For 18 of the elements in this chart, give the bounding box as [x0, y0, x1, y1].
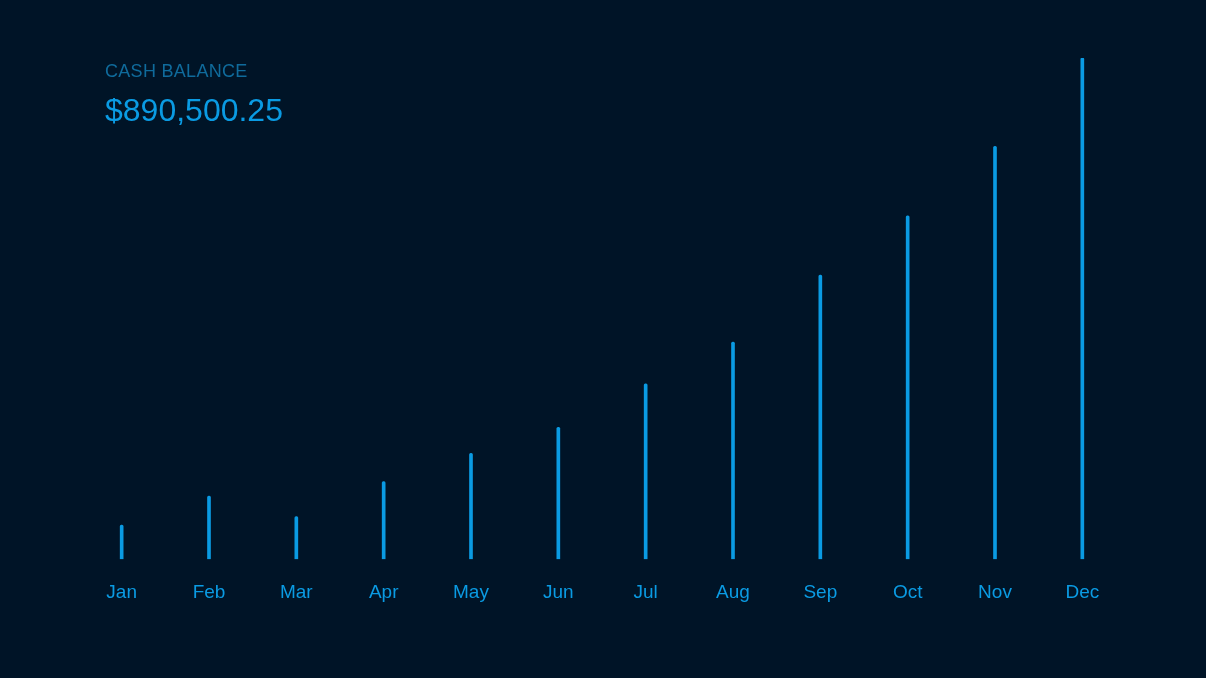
x-tick-label: Jun [543, 580, 574, 602]
x-tick-label: Sep [803, 580, 838, 602]
x-tick-label: May [453, 580, 490, 602]
x-tick-label: Mar [279, 580, 314, 602]
x-tick-label: Jan [106, 580, 137, 602]
x-tick-label: Feb [192, 580, 226, 602]
bar [469, 453, 473, 560]
chart-title: CASH BALANCE [105, 61, 248, 82]
bar [207, 495, 211, 560]
x-tick-label: Aug [716, 580, 750, 602]
x-tick-label: Apr [368, 580, 400, 602]
text: $890,500.25 [105, 92, 283, 129]
bar [731, 341, 735, 560]
x-tick-label: Nov [978, 580, 1013, 602]
x-tick-label: Jul [633, 580, 658, 602]
x-tick-label: Oct [892, 580, 924, 602]
x-tick-label: Dec [1065, 580, 1100, 602]
bar [993, 145, 997, 560]
